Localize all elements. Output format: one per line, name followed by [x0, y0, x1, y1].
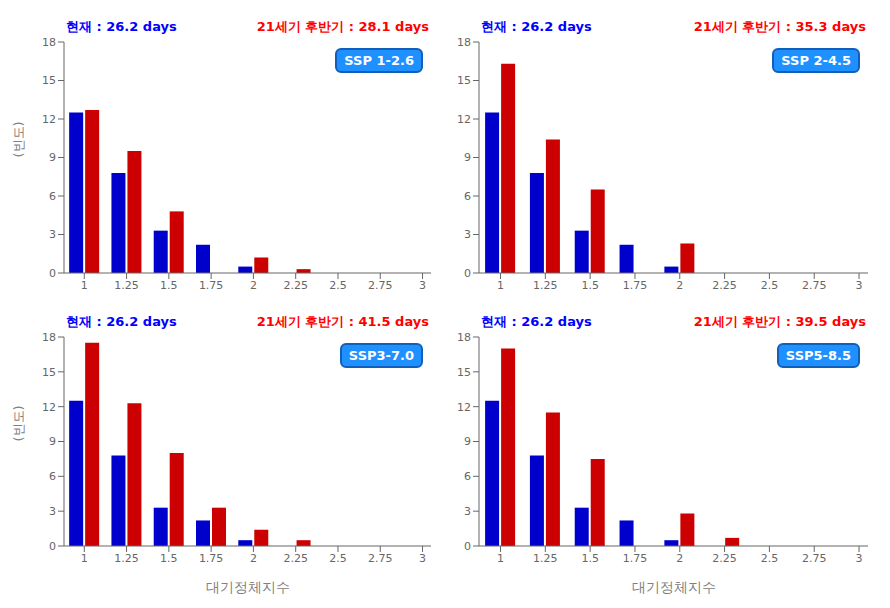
svg-text:2: 2 [676, 279, 683, 292]
svg-text:15: 15 [457, 74, 471, 87]
svg-text:1.5: 1.5 [160, 552, 178, 565]
svg-text:2.25: 2.25 [712, 279, 737, 292]
html-text:21세기 후반기 : 28.1 days: 21세기 후반기 : 28.1 days [256, 19, 429, 34]
svg-text:2: 2 [676, 552, 683, 565]
svg-text:3: 3 [49, 505, 56, 518]
svg-text:3: 3 [419, 552, 426, 565]
html-text:21세기 후반기 : 35.3 days: 21세기 후반기 : 35.3 days [693, 19, 866, 34]
svg-text:6: 6 [464, 190, 471, 203]
svg-text:1: 1 [81, 279, 88, 292]
svg-text:12: 12 [457, 113, 471, 126]
svg-text:2.75: 2.75 [802, 279, 827, 292]
svg-text:2: 2 [250, 552, 257, 565]
html-text:현재 : 26.2 days: 현재 : 26.2 days [481, 314, 592, 329]
svg-text:15: 15 [457, 366, 471, 379]
html-text:SSP3-7.0: SSP3-7.0 [348, 348, 414, 363]
html-text:현재 : 26.2 days: 현재 : 26.2 days [66, 314, 177, 329]
svg-text:대기정체지수: 대기정체지수 [632, 579, 716, 595]
svg-text:0: 0 [464, 267, 471, 280]
svg-text:2.75: 2.75 [802, 552, 827, 565]
html-text:21세기 후반기 : 39.5 days: 21세기 후반기 : 39.5 days [693, 314, 866, 329]
html-text:SSP5-8.5: SSP5-8.5 [785, 348, 851, 363]
svg-text:2.5: 2.5 [761, 279, 779, 292]
svg-text:9: 9 [49, 151, 56, 164]
svg-text:9: 9 [464, 435, 471, 448]
svg-text:6: 6 [49, 470, 56, 483]
svg-text:(빈도): (빈도) [11, 121, 26, 157]
svg-text:18: 18 [457, 331, 471, 344]
svg-text:12: 12 [42, 113, 56, 126]
svg-text:1.75: 1.75 [623, 552, 648, 565]
svg-text:9: 9 [49, 435, 56, 448]
svg-text:2.5: 2.5 [329, 279, 347, 292]
svg-text:(빈도): (빈도) [11, 405, 26, 441]
svg-text:18: 18 [457, 36, 471, 49]
svg-text:2.25: 2.25 [712, 552, 737, 565]
svg-text:18: 18 [42, 331, 56, 344]
html-text:현재 : 26.2 days: 현재 : 26.2 days [66, 19, 177, 34]
svg-text:9: 9 [464, 151, 471, 164]
html-text:현재 : 26.2 days: 현재 : 26.2 days [481, 19, 592, 34]
svg-text:1.25: 1.25 [533, 552, 558, 565]
svg-text:12: 12 [42, 401, 56, 414]
svg-text:2.25: 2.25 [283, 552, 308, 565]
svg-text:2: 2 [250, 279, 257, 292]
svg-text:2.75: 2.75 [368, 552, 393, 565]
svg-text:3: 3 [856, 279, 863, 292]
svg-text:15: 15 [42, 74, 56, 87]
svg-text:1.5: 1.5 [581, 279, 599, 292]
svg-text:6: 6 [49, 190, 56, 203]
svg-text:3: 3 [419, 279, 426, 292]
svg-text:1: 1 [497, 279, 504, 292]
svg-text:12: 12 [457, 401, 471, 414]
svg-text:18: 18 [42, 36, 56, 49]
svg-text:3: 3 [464, 505, 471, 518]
svg-text:1.5: 1.5 [581, 552, 599, 565]
html-text:SSP 1-2.6: SSP 1-2.6 [344, 53, 414, 68]
svg-text:1.75: 1.75 [199, 552, 224, 565]
svg-text:1.25: 1.25 [533, 279, 558, 292]
svg-text:2.75: 2.75 [368, 279, 393, 292]
svg-text:0: 0 [49, 540, 56, 553]
svg-text:1.75: 1.75 [623, 279, 648, 292]
svg-text:0: 0 [464, 540, 471, 553]
svg-text:1.75: 1.75 [199, 279, 224, 292]
svg-text:15: 15 [42, 366, 56, 379]
svg-text:1: 1 [497, 552, 504, 565]
svg-text:3: 3 [856, 552, 863, 565]
svg-text:2.5: 2.5 [761, 552, 779, 565]
html-text:21세기 후반기 : 41.5 days: 21세기 후반기 : 41.5 days [256, 314, 429, 329]
svg-text:2.25: 2.25 [283, 279, 308, 292]
svg-text:1.25: 1.25 [114, 552, 139, 565]
svg-text:3: 3 [464, 228, 471, 241]
html-text:SSP 2-4.5: SSP 2-4.5 [781, 53, 851, 68]
svg-text:3: 3 [49, 228, 56, 241]
svg-text:6: 6 [464, 470, 471, 483]
svg-text:대기정체지수: 대기정체지수 [206, 579, 290, 595]
svg-text:1.5: 1.5 [160, 279, 178, 292]
svg-text:1: 1 [81, 552, 88, 565]
svg-text:2.5: 2.5 [329, 552, 347, 565]
svg-text:0: 0 [49, 267, 56, 280]
svg-text:1.25: 1.25 [114, 279, 139, 292]
